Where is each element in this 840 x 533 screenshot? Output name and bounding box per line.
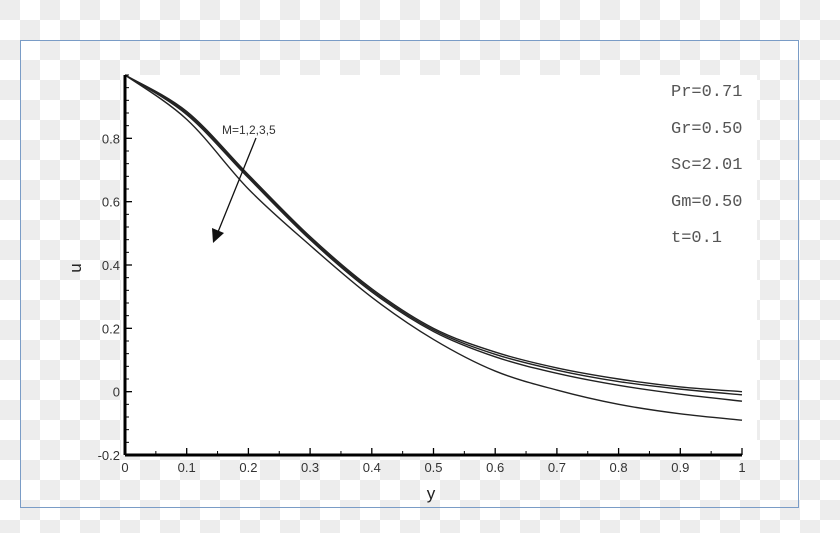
x-tick-label: 0.9 xyxy=(671,460,689,475)
x-axis-title: y xyxy=(427,484,436,503)
param-sc: Sc=2.01 xyxy=(671,156,742,175)
y-tick-label: -0.2 xyxy=(98,448,120,463)
x-tick-label: 0.4 xyxy=(363,460,381,475)
param-gr: Gr=0.50 xyxy=(671,120,742,139)
series-line-m-5 xyxy=(124,74,743,421)
annotation-label: M=1,2,3,5 xyxy=(222,123,276,137)
x-tick-label: 1 xyxy=(738,460,745,475)
x-tick-label: 0.1 xyxy=(178,460,196,475)
param-gm: Gm=0.50 xyxy=(671,193,742,212)
x-tick-label: 0.2 xyxy=(239,460,257,475)
x-tick-label: 0.8 xyxy=(610,460,628,475)
curves xyxy=(124,74,743,421)
annotation-arrow-icon xyxy=(212,137,257,243)
x-tick-label: 0.3 xyxy=(301,460,319,475)
y-axis-title: u xyxy=(66,263,85,272)
chart-frame xyxy=(20,40,799,508)
param-t: t=0.1 xyxy=(671,229,722,248)
parameter-list: Pr=0.71 Gr=0.50 Sc=2.01 Gm=0.50 t=0.1 xyxy=(671,83,742,248)
y-tick-label: 0 xyxy=(113,385,120,400)
x-tick-label: 0 xyxy=(121,460,128,475)
y-tick-label: 0.6 xyxy=(102,195,120,210)
series-line-m-2 xyxy=(124,74,743,396)
x-tick-label: 0.5 xyxy=(424,460,442,475)
param-pr: Pr=0.71 xyxy=(671,83,742,102)
series-line-m-3 xyxy=(124,74,743,402)
series-line-m-1 xyxy=(124,74,743,393)
x-tick-label: 0.7 xyxy=(548,460,566,475)
x-tick-label: 0.6 xyxy=(486,460,504,475)
y-tick-label: 0.8 xyxy=(102,131,120,146)
plot-background xyxy=(121,75,757,455)
y-tick-label: 0.2 xyxy=(102,321,120,336)
y-tick-label: 0.4 xyxy=(102,258,120,273)
ticks: 0 0.1 0.2 0.3 0.4 0.5 0.6 0.7 0.8 0.9 1-0.200.20.4… xyxy=(98,74,746,475)
